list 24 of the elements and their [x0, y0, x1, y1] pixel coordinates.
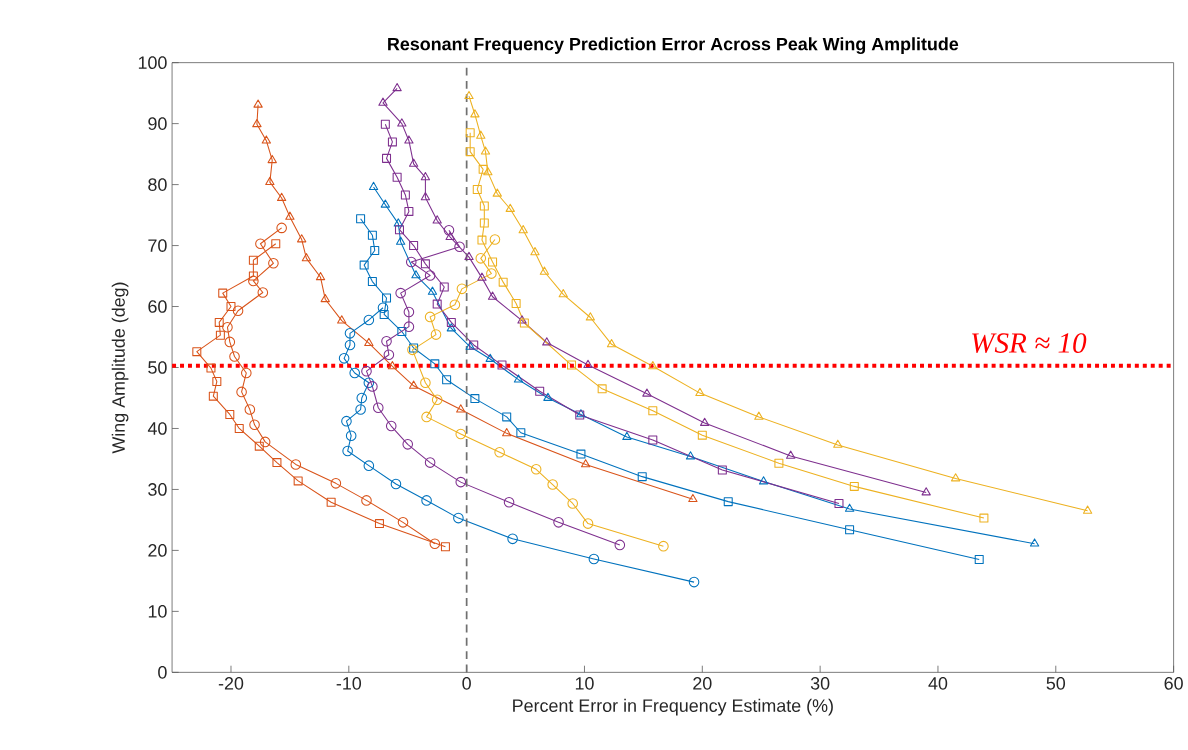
x-tick-label: 30	[810, 677, 830, 690]
ref-line-label: WSR ≈ 10	[972, 333, 1087, 354]
x-tick-label: -10	[336, 677, 362, 690]
x-tick-label: 10	[575, 677, 594, 690]
y-tick-label: 70	[148, 239, 167, 252]
y-tick-label: 100	[138, 56, 167, 70]
x-tick-label: 40	[928, 677, 948, 690]
y-tick-label: 90	[148, 117, 167, 130]
x-tick-label: 20	[693, 677, 712, 690]
y-tick-label: 30	[148, 483, 167, 496]
x-tick-label: 0	[462, 677, 471, 690]
y-tick-label: 20	[148, 544, 167, 557]
x-tick-label: 50	[1046, 677, 1066, 690]
chart-title: Resonant Frequency Prediction Error Across Peak Wing Amplitude	[388, 37, 959, 55]
y-tick-label: 40	[147, 422, 167, 435]
y-tick-label: 0	[158, 666, 167, 679]
y-tick-label: 50	[148, 361, 167, 374]
y-tick-label: 80	[148, 178, 167, 191]
x-tick-label: -20	[218, 677, 244, 690]
y-tick-label: 10	[148, 605, 167, 618]
y-tick-label: 60	[148, 300, 167, 313]
y-axis-title: Wing Amplitude (deg)	[111, 282, 129, 454]
x-axis-title: Percent Error in Frequency Estimate (%)	[513, 698, 833, 716]
x-tick-label: 60	[1164, 677, 1183, 690]
